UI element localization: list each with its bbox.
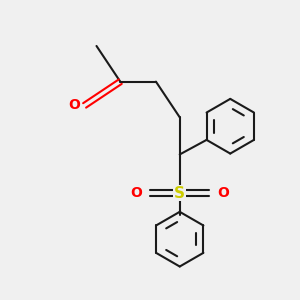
Text: O: O	[217, 186, 229, 200]
Text: O: O	[131, 186, 142, 200]
Text: S: S	[174, 186, 185, 201]
Text: O: O	[68, 98, 80, 112]
